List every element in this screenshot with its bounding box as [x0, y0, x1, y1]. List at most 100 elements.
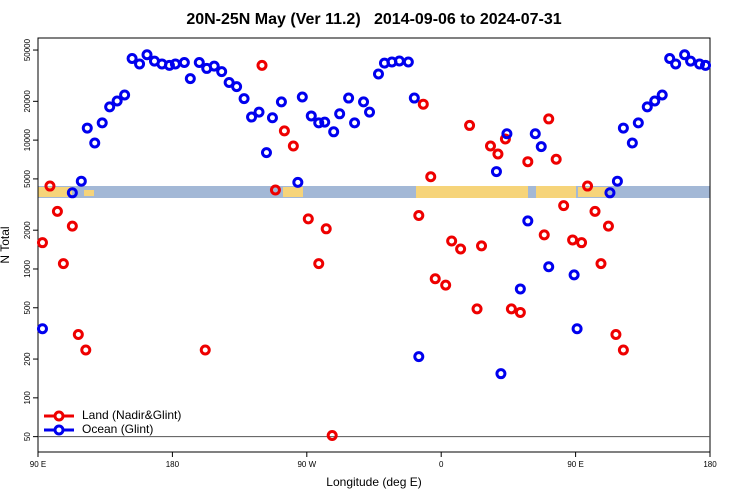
point: [246, 111, 258, 123]
point: [269, 184, 281, 196]
point: [538, 229, 550, 241]
point: [679, 49, 691, 61]
point: [700, 59, 712, 71]
point: [238, 93, 250, 105]
point: [184, 73, 196, 85]
point: [670, 58, 682, 70]
point: [80, 344, 92, 356]
legend-marker: [53, 410, 65, 422]
point: [604, 187, 616, 199]
point: [313, 117, 325, 129]
point: [617, 344, 629, 356]
x-tick-label: 90 E: [30, 460, 46, 469]
point: [446, 235, 458, 247]
point: [51, 205, 63, 217]
point: [543, 261, 555, 273]
point: [571, 323, 583, 335]
point: [490, 166, 502, 178]
y-tick-label: 20000: [23, 90, 32, 113]
point: [529, 128, 541, 140]
land-strip: [416, 186, 528, 198]
point: [632, 117, 644, 129]
point: [514, 306, 526, 318]
point: [522, 156, 534, 168]
point: [364, 106, 376, 118]
point: [576, 237, 588, 249]
point: [320, 223, 332, 235]
point: [685, 55, 697, 67]
point: [44, 180, 56, 192]
point: [543, 113, 555, 125]
x-tick-label: 180: [166, 460, 180, 469]
point: [89, 137, 101, 149]
point: [567, 234, 579, 246]
point: [260, 147, 272, 159]
legend-label: Land (Nadir&Glint): [82, 408, 181, 422]
point: [256, 59, 268, 71]
point: [408, 92, 420, 104]
point: [96, 117, 108, 129]
point: [36, 237, 48, 249]
x-tick-label: 90 W: [297, 460, 316, 469]
point: [372, 68, 384, 80]
point: [328, 126, 340, 138]
map-strip: [38, 186, 710, 198]
point: [582, 180, 594, 192]
point: [501, 128, 513, 140]
point: [266, 112, 278, 124]
y-tick-label: 200: [23, 352, 32, 366]
point: [611, 175, 623, 187]
point: [656, 89, 668, 101]
point: [119, 89, 131, 101]
x-tick-label: 0: [439, 460, 444, 469]
point: [595, 258, 607, 270]
point: [558, 200, 570, 212]
point: [514, 283, 526, 295]
point: [522, 215, 534, 227]
point: [413, 210, 425, 222]
x-tick-label: 90 E: [567, 460, 583, 469]
point: [178, 57, 190, 69]
point: [429, 273, 441, 285]
point: [126, 52, 138, 64]
land-strip: [578, 187, 608, 197]
point: [455, 243, 467, 255]
point: [343, 92, 355, 104]
point: [589, 205, 601, 217]
point: [231, 81, 243, 93]
point: [57, 258, 69, 270]
point: [464, 119, 476, 131]
point: [296, 91, 308, 103]
x-tick-label: 180: [703, 460, 717, 469]
chart-title: 20N-25N May (Ver 11.2) 2014-09-06 to 202…: [186, 11, 561, 28]
point: [349, 117, 361, 129]
point: [626, 137, 638, 149]
y-tick-label: 500: [23, 301, 32, 315]
point: [402, 56, 414, 68]
point: [550, 153, 562, 165]
land-strip: [38, 187, 72, 197]
point: [305, 110, 317, 122]
point: [134, 58, 146, 70]
point: [602, 220, 614, 232]
point: [72, 329, 84, 341]
point: [81, 122, 93, 134]
y-tick-label: 50000: [23, 38, 32, 61]
point: [568, 269, 580, 281]
point: [275, 96, 287, 108]
point: [499, 133, 511, 145]
point: [302, 213, 314, 225]
point: [484, 140, 496, 152]
y-tick-label: 50: [23, 432, 32, 441]
point: [641, 101, 653, 113]
point: [216, 66, 228, 78]
y-tick-label: 1000: [23, 260, 32, 278]
point: [495, 368, 507, 380]
y-tick-label: 10000: [23, 128, 32, 151]
y-tick-label: 5000: [23, 169, 32, 187]
land-strip: [283, 187, 303, 197]
point: [334, 108, 346, 120]
land-strip: [536, 186, 576, 198]
